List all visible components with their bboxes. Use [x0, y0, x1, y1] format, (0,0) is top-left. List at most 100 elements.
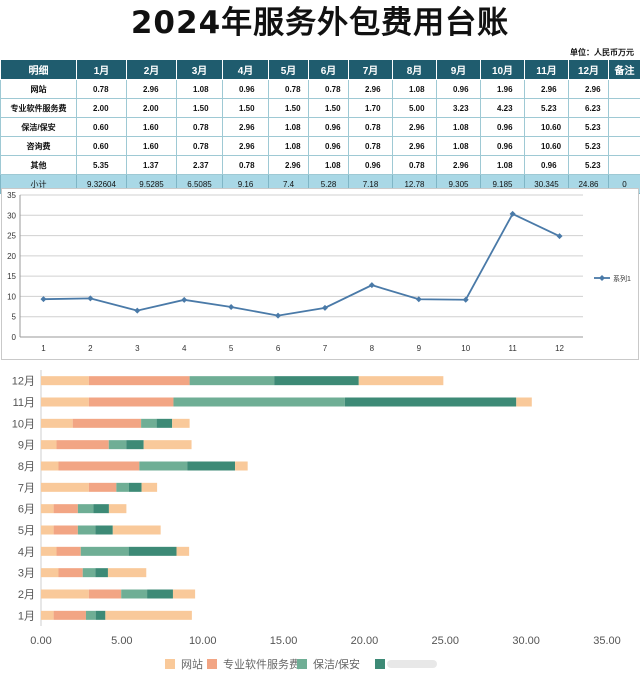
category-label: 1月	[18, 610, 35, 622]
table-header-cell: 6月	[308, 59, 349, 80]
bar-segment	[344, 397, 517, 407]
table-row: 其他 5.35 1.37 2.37 0.78 2.96 1.08 0.96 0.78 2.96 1.…	[0, 155, 640, 175]
x-tick-label: 3	[135, 344, 140, 353]
bar-segment	[41, 546, 57, 556]
legend-marker	[599, 275, 605, 281]
table-cell: 0.78	[176, 117, 223, 137]
table-cell: 0.96	[222, 79, 269, 99]
bar-segment	[41, 461, 59, 471]
x-tick-label: 11	[508, 344, 517, 353]
x-tick-label: 20.00	[351, 635, 379, 647]
bar-segment	[85, 610, 96, 620]
table-cell: 1.96	[480, 79, 525, 99]
x-tick-label: 12	[555, 344, 564, 353]
data-point	[134, 307, 141, 314]
category-label: 6月	[18, 504, 35, 516]
bar-segment	[95, 610, 106, 620]
y-tick-label: 5	[12, 313, 17, 322]
table-row: 网站 0.78 2.96 1.08 0.96 0.78 0.78 2.96 1.08 0.96 1.…	[0, 79, 640, 99]
bar-segment	[112, 525, 161, 535]
table-cell: 1.50	[176, 98, 223, 118]
y-tick-label: 35	[7, 191, 16, 200]
table-cell: 3.23	[436, 98, 481, 118]
table-cell: 5.23	[568, 136, 609, 156]
bar-segment	[53, 504, 78, 514]
table-cell: 1.08	[268, 136, 309, 156]
table-cell: 1.60	[126, 117, 177, 137]
bar-segment	[516, 397, 532, 407]
table-cell: 2.96	[524, 79, 569, 99]
table-cell: 1.08	[436, 117, 481, 137]
category-label: 4月	[18, 546, 35, 558]
x-tick-label: 10	[461, 344, 470, 353]
bar-segment	[235, 461, 248, 471]
bar-segment	[128, 546, 177, 556]
data-point	[368, 282, 375, 289]
data-point	[509, 210, 516, 217]
category-label: 9月	[18, 440, 35, 452]
legend-swatch	[165, 659, 175, 669]
table-cell: 4.23	[480, 98, 525, 118]
bar-segment	[41, 397, 89, 407]
bar-segment	[141, 482, 158, 492]
bar-segment	[108, 440, 127, 450]
y-tick-label: 0	[12, 333, 17, 342]
table-cell: 2.96	[222, 136, 269, 156]
bar-segment	[41, 504, 54, 514]
row-label: 咨询费	[0, 136, 77, 156]
table-row: 保洁/保安 0.60 1.60 0.78 2.96 1.08 0.96 0.78 2.96 1.0…	[0, 117, 640, 137]
category-label: 10月	[12, 418, 35, 430]
table-cell: 1.70	[348, 98, 393, 118]
page-title: 2024年服务外包费用台账	[130, 5, 510, 41]
bar-segment	[141, 418, 157, 428]
bar-segment	[80, 546, 129, 556]
series-line	[43, 212, 560, 317]
category-label: 7月	[18, 482, 35, 494]
table-cell: 0.78	[176, 136, 223, 156]
bar-segment	[358, 376, 444, 386]
table-cell: 5.23	[568, 117, 609, 137]
table-cell: 0.96	[480, 117, 525, 137]
table-cell: 1.08	[176, 79, 223, 99]
table-row: 咨询费 0.60 1.60 0.78 2.96 1.08 0.96 0.78 2.96 1.08 0…	[0, 136, 640, 156]
table-header-cell: 7月	[348, 59, 393, 80]
table-cell: 6.23	[568, 98, 609, 118]
x-tick-label: 6	[276, 344, 281, 353]
data-point	[228, 303, 235, 310]
bar-segment	[58, 568, 83, 578]
table-cell: 0.96	[480, 136, 525, 156]
bar-segment	[156, 418, 173, 428]
stacked-bar-chart: 1月 2月 3月 4月 5月 6月 7月 8月 9月 10月 11月 12月 0.00 5.00 10.00…	[12, 370, 621, 671]
bar-segment	[139, 461, 188, 471]
table-cell: 1.08	[308, 155, 349, 175]
table-cell: 1.50	[222, 98, 269, 118]
bar-segment	[172, 418, 190, 428]
x-tick-label: 5	[229, 344, 234, 353]
legend-label: 网站	[181, 657, 203, 671]
bar-segment	[274, 376, 359, 386]
x-tick-label: 35.00	[593, 635, 621, 647]
row-label: 专业软件服务费	[0, 98, 77, 118]
table-cell: 0.60	[76, 136, 127, 156]
data-point	[556, 233, 563, 240]
x-tick-label: 9	[417, 344, 422, 353]
bar-segment	[189, 376, 275, 386]
row-label: 网站	[0, 79, 77, 99]
table-cell: 2.96	[392, 136, 437, 156]
category-label: 12月	[12, 376, 35, 388]
bar-segment	[147, 589, 173, 599]
table-cell: 2.96	[436, 155, 481, 175]
legend-label: 保洁/保安	[313, 657, 360, 671]
bar-segment	[72, 418, 142, 428]
table-cell: 1.08	[480, 155, 525, 175]
bar-segment	[93, 504, 109, 514]
table-header-cell: 备注	[608, 59, 640, 80]
x-tick-label: 7	[323, 344, 328, 353]
table-cell: 2.37	[176, 155, 223, 175]
table-header-cell: 12月	[568, 59, 609, 80]
table-header-cell: 5月	[268, 59, 309, 80]
table-cell: 2.96	[268, 155, 309, 175]
table-cell: 0.78	[392, 155, 437, 175]
table-cell: 0.60	[76, 117, 127, 137]
